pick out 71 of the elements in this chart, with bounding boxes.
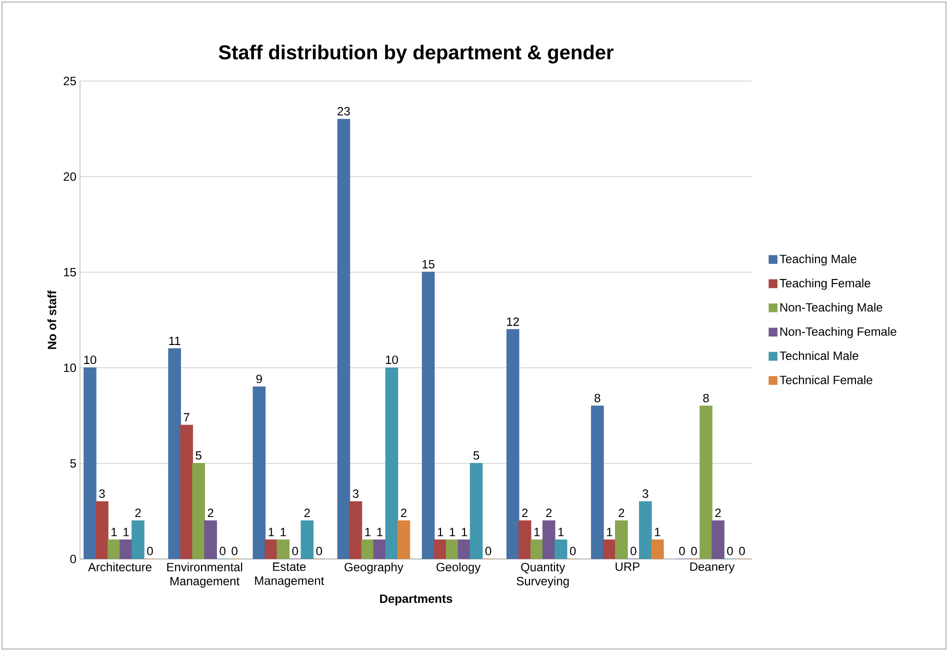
- data-label: 2: [618, 508, 624, 518]
- data-label: 15: [422, 260, 434, 268]
- x-tick-label: Architecture: [88, 562, 152, 572]
- data-label: 1: [655, 528, 660, 536]
- y-axis-title: No of staff: [47, 290, 56, 349]
- data-label: 1: [280, 528, 286, 536]
- x-tick-label: Quantity Surveying: [516, 562, 569, 588]
- data-label: 11: [169, 336, 180, 345]
- data-label: 7: [184, 413, 190, 422]
- legend-label: Teaching Female: [780, 278, 870, 290]
- data-label: 3: [352, 489, 359, 498]
- data-label: 2: [522, 508, 528, 518]
- data-label: 10: [84, 356, 96, 364]
- data-label: 1: [365, 528, 370, 536]
- data-label: 1: [462, 528, 468, 536]
- data-label: 0: [316, 546, 322, 556]
- legend-label: Technical Male: [780, 351, 858, 360]
- data-label: 2: [546, 508, 552, 518]
- x-tick-label: Geography: [344, 562, 404, 574]
- data-label: 1: [607, 528, 612, 536]
- data-label: 8: [594, 394, 600, 402]
- data-label: 10: [386, 356, 398, 364]
- data-label: 0: [727, 546, 733, 556]
- data-label: 12: [507, 317, 519, 326]
- data-label: 0: [570, 546, 576, 556]
- legend-label: Technical Female: [780, 375, 872, 384]
- data-label: 3: [99, 489, 105, 498]
- data-label: 5: [196, 451, 202, 460]
- data-label: 0: [630, 546, 636, 556]
- chart-title: Staff distribution by department & gender: [218, 44, 614, 64]
- data-label: 23: [338, 107, 350, 116]
- data-label: 3: [642, 489, 648, 498]
- data-label: 9: [256, 374, 262, 384]
- data-label: 2: [208, 508, 214, 518]
- data-label: 2: [715, 508, 721, 518]
- data-label: 0: [691, 546, 697, 556]
- y-tick-label: 15: [64, 268, 76, 276]
- data-label: 1: [112, 528, 117, 536]
- data-label: 0: [679, 546, 685, 556]
- x-tick-label: Geology: [436, 562, 481, 574]
- data-label: 2: [135, 508, 141, 518]
- legend-label: Teaching Male: [780, 254, 856, 266]
- data-label: 5: [473, 451, 480, 460]
- data-label: 0: [232, 546, 238, 556]
- data-label: 0: [292, 546, 298, 556]
- data-label: 1: [268, 528, 274, 536]
- data-label: 0: [739, 546, 745, 556]
- y-tick-label: 0: [70, 554, 76, 564]
- data-label: 0: [485, 546, 492, 556]
- data-label: 1: [450, 528, 456, 536]
- x-axis-title: Departments: [380, 594, 452, 606]
- y-tick-label: 20: [64, 172, 76, 181]
- legend-label: Non-Teaching Female: [780, 327, 896, 338]
- data-label: 2: [400, 508, 406, 518]
- data-label: 0: [220, 546, 226, 556]
- data-label: 8: [703, 394, 709, 402]
- legend-label: Non-Teaching Male: [780, 302, 882, 314]
- data-label: 1: [124, 528, 129, 536]
- y-tick-label: 5: [70, 459, 76, 468]
- y-tick-label: 10: [64, 364, 76, 372]
- data-label: 1: [534, 528, 540, 536]
- y-tick-label: 25: [64, 76, 76, 86]
- data-label: 1: [438, 528, 444, 536]
- x-tick-label: Environmental Management: [167, 562, 242, 588]
- x-tick-label: Deanery: [690, 562, 735, 574]
- x-tick-label: URP: [616, 562, 640, 571]
- data-label: 1: [558, 528, 564, 536]
- data-label: 0: [147, 546, 153, 556]
- x-tick-label: Estate Management: [255, 562, 324, 588]
- data-label: 2: [304, 508, 310, 518]
- data-label: 1: [377, 528, 382, 536]
